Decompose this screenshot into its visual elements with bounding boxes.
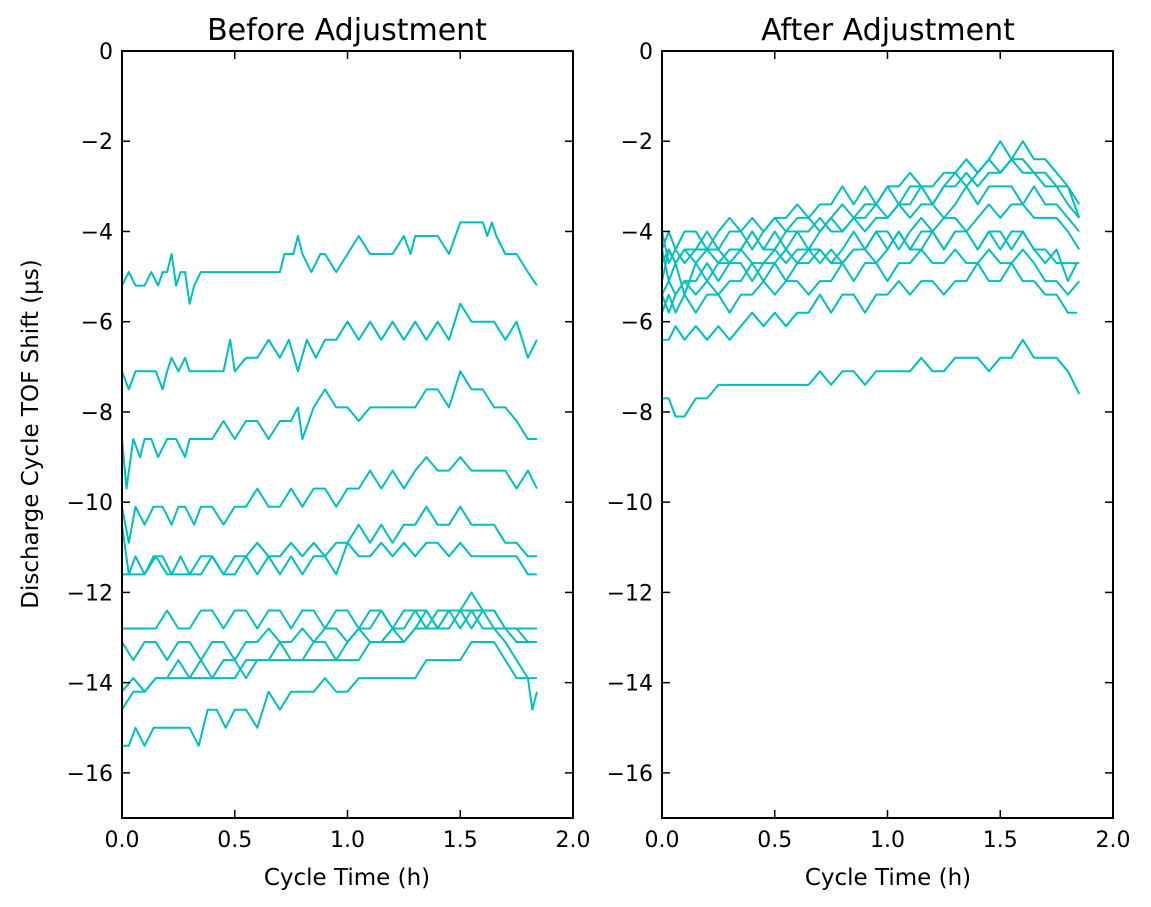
y-tick-label: −2 — [621, 130, 653, 155]
x-tick-label: 2.0 — [1096, 828, 1131, 853]
y-axis-label: Discharge Cycle TOF Shift (μs) — [18, 259, 44, 609]
x-tick-label: 2.0 — [556, 828, 591, 853]
x-tick-label: 0.5 — [217, 828, 252, 853]
series-line-9 — [662, 262, 1077, 341]
x-axis-label: Cycle Time (h) — [264, 865, 430, 891]
series-line-1 — [661, 140, 1081, 251]
y-tick-label: 0 — [99, 40, 113, 65]
y-tick-label: −16 — [67, 762, 113, 787]
series-layer — [121, 221, 538, 747]
x-tick-label: 1.5 — [983, 828, 1018, 853]
y-tick-label: −10 — [67, 491, 113, 516]
plot-frame — [661, 50, 1114, 819]
series-line-1 — [121, 221, 538, 305]
y-tick-label: −6 — [621, 311, 653, 336]
y-tick-label: −4 — [621, 220, 653, 245]
series-line-6 — [122, 541, 537, 576]
series-line-3 — [121, 370, 537, 490]
y-tick-label: −12 — [67, 581, 113, 606]
series-line-10 — [662, 338, 1081, 418]
series-line-10 — [121, 609, 537, 711]
series-line-9 — [121, 591, 537, 693]
x-tick-label: 0.0 — [105, 828, 140, 853]
y-tick-label: −12 — [607, 581, 653, 606]
panel-title: After Adjustment — [761, 13, 1015, 48]
y-tick-label: −10 — [607, 491, 653, 516]
y-tick-label: −2 — [81, 130, 113, 155]
x-axis-label: Cycle Time (h) — [805, 865, 971, 891]
y-tick-label: −8 — [81, 401, 113, 426]
y-tick-label: −6 — [81, 311, 113, 336]
series-line-5 — [121, 505, 537, 576]
series-layer — [661, 140, 1081, 418]
panel-after-adjustment: After Adjustment 0.0 0.5 1.0 1.5 2.0 0 −2 −4 −6 −… — [607, 13, 1131, 891]
series-line-8 — [661, 248, 1080, 314]
series-line-5 — [661, 203, 1081, 296]
x-tick-label: 0.0 — [645, 828, 680, 853]
series-line-11 — [122, 641, 538, 747]
series-line-4 — [121, 456, 538, 544]
series-line-7 — [122, 609, 537, 630]
x-tick-label: 1.0 — [330, 828, 365, 853]
y-tick-label: 0 — [639, 40, 653, 65]
y-tick-label: −8 — [621, 401, 653, 426]
x-tick-label: 1.5 — [443, 828, 478, 853]
series-line-8 — [121, 609, 537, 662]
x-tick-label: 0.5 — [757, 828, 792, 853]
y-tick-label: −14 — [67, 672, 113, 697]
y-tick-label: −4 — [81, 220, 113, 245]
x-tick-label: 1.0 — [870, 828, 905, 853]
y-tick-label: −14 — [607, 672, 653, 697]
panel-before-adjustment: Before Adjustment 0.0 0.5 1.0 1.5 2.0 0 −2 −4 −6… — [18, 13, 591, 891]
series-line-2 — [121, 302, 538, 391]
series-line-7 — [661, 230, 1078, 296]
panel-title: Before Adjustment — [207, 13, 487, 48]
ticks-layer: 0.0 0.5 1.0 1.5 2.0 0 −2 −4 −6 −8 −10 −12 −14 −16 — [607, 40, 1131, 853]
ticks-layer: 0.0 0.5 1.0 1.5 2.0 0 −2 −4 −6 −8 −10 −12 −14 −16 — [67, 40, 591, 853]
series-line-3 — [661, 158, 1080, 282]
y-tick-label: −16 — [607, 762, 653, 787]
plot-frame — [121, 50, 574, 819]
series-line-4 — [661, 185, 1080, 265]
